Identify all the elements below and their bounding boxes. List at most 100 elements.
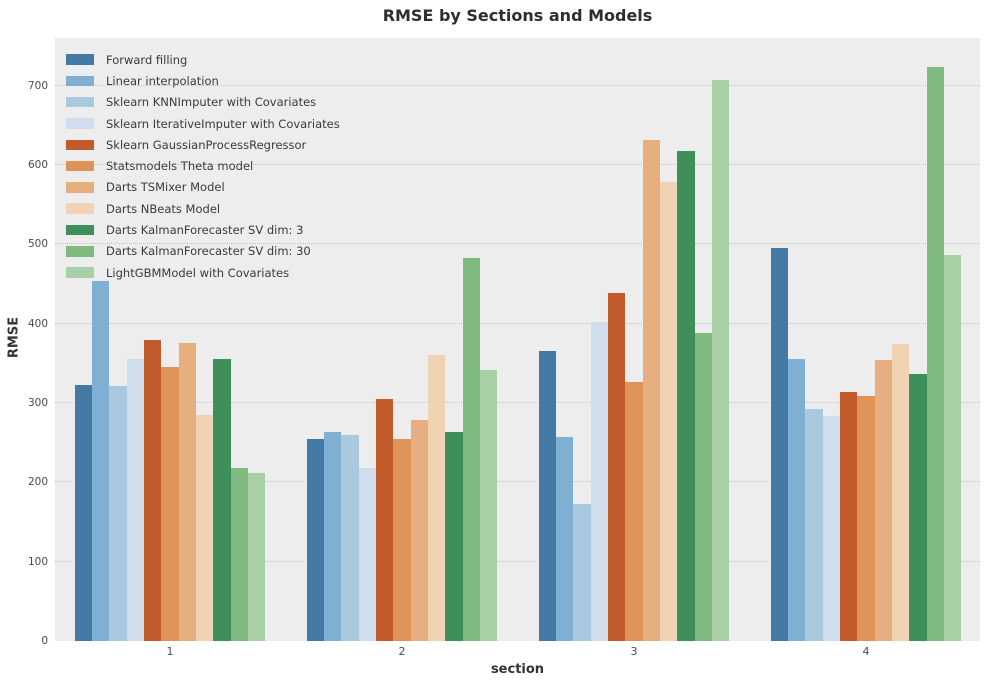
legend-item: Sklearn IterativeImputer with Covariates bbox=[66, 113, 340, 134]
y-tick-label: 500 bbox=[27, 238, 48, 251]
legend-label: Darts KalmanForecaster SV dim: 30 bbox=[106, 244, 311, 259]
bar bbox=[857, 395, 875, 641]
legend-swatch bbox=[66, 182, 94, 193]
legend: Forward filling Linear interpolation Sklea… bbox=[66, 49, 340, 283]
bar bbox=[195, 414, 214, 641]
bar bbox=[874, 360, 892, 641]
x-tick-label: 4 bbox=[862, 645, 870, 658]
x-tick-label: 3 bbox=[630, 645, 638, 658]
legend-swatch bbox=[66, 75, 94, 87]
bar bbox=[805, 408, 823, 641]
bar bbox=[376, 399, 394, 641]
y-tick-label: 400 bbox=[27, 317, 48, 330]
legend-label: Forward filling bbox=[106, 52, 188, 67]
y-tick-label: 300 bbox=[27, 396, 48, 409]
bar bbox=[479, 370, 498, 641]
legend-item: LightGBMModel with Covariates bbox=[66, 262, 340, 283]
legend-label: Linear interpolation bbox=[106, 73, 219, 88]
legend-swatch bbox=[66, 267, 94, 278]
bar bbox=[770, 248, 789, 641]
bar bbox=[161, 367, 179, 641]
x-axis-label: section bbox=[490, 662, 545, 677]
bar bbox=[213, 359, 231, 641]
bar bbox=[926, 67, 944, 641]
bar bbox=[788, 359, 806, 641]
bar bbox=[659, 182, 678, 641]
x-tick-label: 2 bbox=[398, 645, 406, 658]
legend-swatch bbox=[66, 160, 94, 172]
bar bbox=[891, 344, 910, 641]
gridline bbox=[55, 243, 980, 245]
y-tick-label: 100 bbox=[27, 555, 48, 568]
legend-label: LightGBMModel with Covariates bbox=[106, 265, 290, 280]
legend-label: Darts NBeats Model bbox=[106, 201, 221, 216]
gridline bbox=[55, 560, 980, 562]
bar bbox=[178, 343, 196, 641]
bar bbox=[556, 437, 574, 641]
legend-item: Statsmodels Theta model bbox=[66, 155, 340, 176]
bar bbox=[677, 151, 695, 641]
bar bbox=[909, 374, 927, 641]
bar bbox=[306, 439, 325, 641]
y-tick-label: 200 bbox=[27, 476, 48, 489]
bar bbox=[573, 503, 591, 641]
bar bbox=[126, 359, 145, 641]
legend-item: Darts KalmanForecaster SV dim: 30 bbox=[66, 241, 340, 262]
bar bbox=[324, 432, 342, 641]
bar bbox=[694, 333, 712, 641]
legend-swatch bbox=[66, 203, 94, 214]
bar bbox=[427, 355, 446, 641]
legend-swatch bbox=[66, 246, 94, 257]
gridline bbox=[55, 84, 980, 86]
legend-label: Sklearn KNNImputer with Covariates bbox=[106, 95, 317, 110]
gridline bbox=[55, 401, 980, 403]
chart-title: RMSE by Sections and Models bbox=[382, 6, 653, 25]
y-tick-label: 0 bbox=[41, 635, 48, 647]
legend-label: Sklearn GaussianProcessRegressor bbox=[106, 137, 307, 152]
gridline bbox=[55, 163, 980, 165]
legend-item: Sklearn GaussianProcessRegressor bbox=[66, 134, 340, 155]
bar bbox=[462, 257, 480, 641]
bar bbox=[144, 339, 162, 641]
bar bbox=[341, 434, 359, 641]
bar bbox=[625, 381, 643, 641]
legend-swatch bbox=[66, 118, 94, 129]
y-tick-label: 600 bbox=[27, 158, 48, 171]
bar bbox=[711, 80, 730, 641]
gridline bbox=[55, 481, 980, 483]
legend-item: Darts NBeats Model bbox=[66, 198, 340, 219]
legend-item: Sklearn KNNImputer with Covariates bbox=[66, 92, 340, 113]
bar bbox=[538, 350, 557, 641]
bar bbox=[943, 254, 962, 641]
legend-swatch bbox=[66, 96, 94, 108]
legend-item: Forward filling bbox=[66, 49, 340, 70]
bar bbox=[92, 280, 110, 641]
legend-item: Darts KalmanForecaster SV dim: 3 bbox=[66, 219, 340, 240]
bar bbox=[608, 293, 626, 641]
bar bbox=[445, 432, 463, 641]
bar bbox=[410, 419, 428, 641]
x-tick-label: 1 bbox=[166, 645, 174, 658]
bar bbox=[642, 140, 660, 641]
legend-swatch bbox=[66, 139, 94, 151]
bar bbox=[393, 438, 411, 641]
bar bbox=[590, 322, 609, 641]
bar bbox=[230, 468, 248, 641]
y-tick-label: 700 bbox=[27, 79, 48, 92]
legend-label: Sklearn IterativeImputer with Covariates bbox=[106, 116, 340, 131]
legend-label: Darts KalmanForecaster SV dim: 3 bbox=[106, 223, 304, 238]
plot-area: Forward filling Linear interpolation Sklea… bbox=[55, 38, 980, 641]
legend-item: Linear interpolation bbox=[66, 70, 340, 91]
bar bbox=[822, 415, 841, 641]
legend-label: Statsmodels Theta model bbox=[106, 159, 254, 174]
y-axis-label: RMSE bbox=[6, 316, 22, 359]
bar bbox=[358, 468, 377, 641]
legend-item: Darts TSMixer Model bbox=[66, 177, 340, 198]
legend-label: Darts TSMixer Model bbox=[106, 180, 225, 195]
bar bbox=[840, 391, 858, 641]
bar bbox=[109, 386, 127, 641]
legend-swatch bbox=[66, 224, 94, 236]
bar bbox=[74, 384, 93, 641]
bar bbox=[247, 472, 266, 641]
